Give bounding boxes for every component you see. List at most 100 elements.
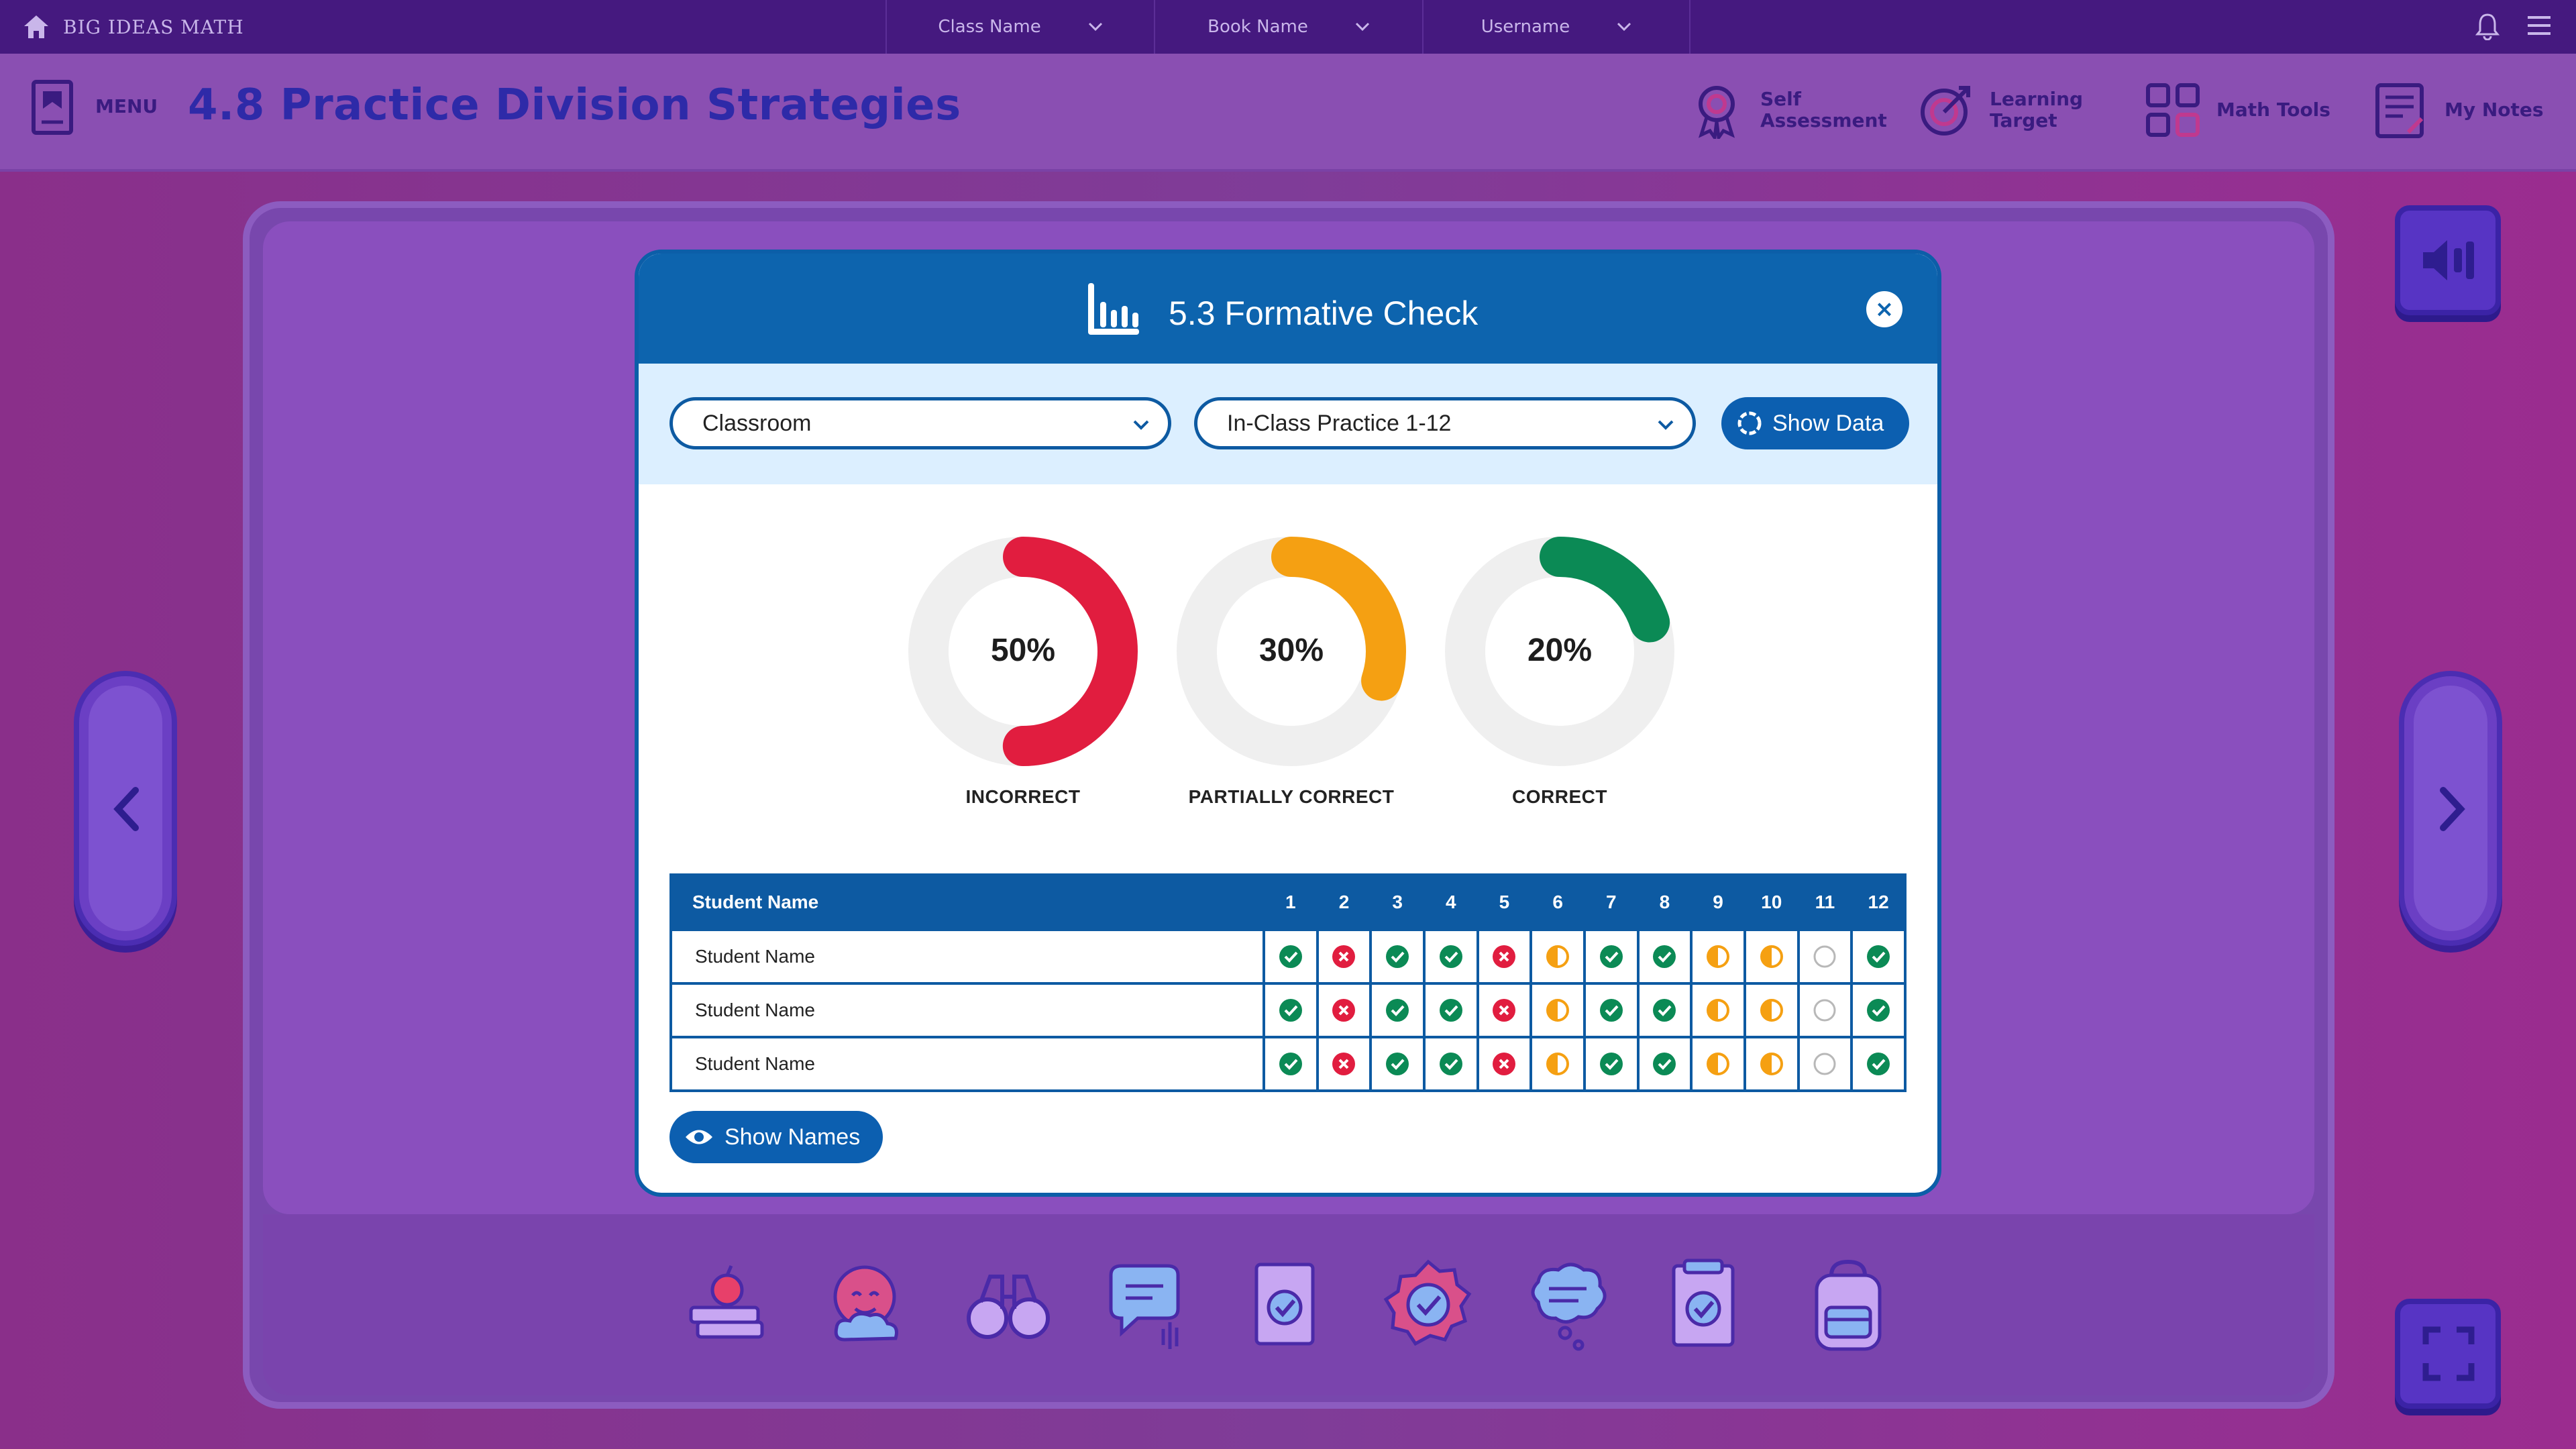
clipboard-check-icon[interactable] xyxy=(1658,1255,1758,1356)
top-bar: BIG IDEAS MATH Class Name Book Name User… xyxy=(0,0,2576,54)
audio-button[interactable] xyxy=(2395,205,2501,315)
result-cell[interactable] xyxy=(1690,928,1746,985)
column-header-question: 1 xyxy=(1263,873,1319,931)
chat-click-icon[interactable] xyxy=(1097,1255,1198,1356)
smiling-face-cloud-icon[interactable] xyxy=(818,1255,918,1356)
thought-bubble-icon[interactable] xyxy=(1518,1255,1619,1356)
result-cell[interactable] xyxy=(1369,928,1426,985)
result-cell[interactable] xyxy=(1529,928,1586,985)
result-cell[interactable] xyxy=(1422,928,1479,985)
book-select[interactable]: Book Name xyxy=(1154,0,1422,54)
result-cell[interactable] xyxy=(1263,982,1319,1038)
close-button[interactable]: × xyxy=(1866,291,1902,327)
result-cell[interactable] xyxy=(1743,1036,1800,1092)
result-cell[interactable] xyxy=(1636,928,1693,985)
show-data-button[interactable]: Show Data xyxy=(1721,397,1909,449)
my-notes-button[interactable]: My Notes xyxy=(2372,76,2544,144)
hamburger-menu-icon[interactable] xyxy=(2525,12,2553,39)
learning-target-button[interactable]: Learning Target xyxy=(1917,76,2084,144)
correct-check-icon xyxy=(1867,999,1890,1022)
self-assessment-button[interactable]: Self Assessment xyxy=(1688,76,1894,144)
chevron-down-icon xyxy=(1355,22,1369,32)
filter-bar: Classroom In-Class Practice 1-12 Show Da… xyxy=(639,364,1937,484)
fullscreen-button[interactable] xyxy=(2395,1299,2501,1409)
result-cell[interactable] xyxy=(1316,982,1373,1038)
assignment-dropdown[interactable]: In-Class Practice 1-12 xyxy=(1194,397,1696,449)
target-icon xyxy=(1921,86,1970,136)
class-select[interactable]: Class Name xyxy=(885,0,1154,54)
math-tools-button[interactable]: Math Tools xyxy=(2144,76,2330,144)
brand[interactable]: BIG IDEAS MATH xyxy=(23,13,244,40)
table-header-row: Student Name 1 2 3 4 5 6 7 8 9 10 11 12 xyxy=(669,873,1907,931)
column-header-question: 2 xyxy=(1316,873,1373,931)
tray-icons xyxy=(678,1252,1898,1359)
result-cell[interactable] xyxy=(1529,982,1586,1038)
book-select-value: Book Name xyxy=(1208,17,1308,37)
result-cell[interactable] xyxy=(1316,1036,1373,1092)
result-cell[interactable] xyxy=(1476,1036,1533,1092)
result-cell[interactable] xyxy=(1850,982,1907,1038)
binoculars-icon[interactable] xyxy=(958,1255,1059,1356)
partially-correct-icon xyxy=(1760,1053,1783,1075)
correct-check-icon xyxy=(1867,945,1890,968)
classroom-dropdown[interactable]: Classroom xyxy=(669,397,1171,449)
result-cell[interactable] xyxy=(1850,928,1907,985)
donut-arc xyxy=(1177,537,1406,766)
donut-label: PARTIALLY CORRECT xyxy=(1188,786,1395,807)
result-cell[interactable] xyxy=(1636,982,1693,1038)
donut-value: 50% xyxy=(990,633,1056,668)
donut-incorrect: 50% INCORRECT xyxy=(907,535,1139,808)
result-cell[interactable] xyxy=(1263,928,1319,985)
incorrect-x-icon xyxy=(1332,1053,1356,1075)
correct-check-icon xyxy=(1867,1053,1890,1075)
result-cell[interactable] xyxy=(1690,1036,1746,1092)
column-header-question: 5 xyxy=(1476,873,1533,931)
result-cell[interactable] xyxy=(1796,928,1854,985)
column-header-student: Student Name xyxy=(669,873,1265,931)
result-cell[interactable] xyxy=(1743,928,1800,985)
result-cell[interactable] xyxy=(1476,928,1533,985)
student-name-cell: Student Name xyxy=(669,1036,1265,1092)
result-cell[interactable] xyxy=(1582,928,1640,985)
checklist-document-icon[interactable] xyxy=(1238,1255,1338,1356)
badge-check-icon[interactable] xyxy=(1378,1255,1479,1356)
next-button[interactable] xyxy=(2399,671,2502,946)
result-cell[interactable] xyxy=(1476,982,1533,1038)
bell-icon[interactable] xyxy=(2474,12,2501,40)
column-header-question: 8 xyxy=(1636,873,1693,931)
result-cell[interactable] xyxy=(1422,982,1479,1038)
result-cell[interactable] xyxy=(1850,1036,1907,1092)
result-cell[interactable] xyxy=(1690,982,1746,1038)
result-cell[interactable] xyxy=(1796,1036,1854,1092)
donut-label: INCORRECT xyxy=(965,786,1081,807)
result-cell[interactable] xyxy=(1263,1036,1319,1092)
result-cell[interactable] xyxy=(1582,982,1640,1038)
tool-label: My Notes xyxy=(2445,99,2544,121)
result-cell[interactable] xyxy=(1636,1036,1693,1092)
table-body: Student Name Student Name Student Name xyxy=(669,928,1907,1092)
correct-check-icon xyxy=(1386,1053,1409,1075)
backpack-icon[interactable] xyxy=(1798,1255,1898,1356)
top-selectors: Class Name Book Name Username xyxy=(885,0,1690,54)
donut-label: CORRECT xyxy=(1512,786,1607,807)
result-cell[interactable] xyxy=(1369,982,1426,1038)
tool-label: Math Tools xyxy=(2216,99,2330,121)
result-cell[interactable] xyxy=(1422,1036,1479,1092)
result-cell[interactable] xyxy=(1369,1036,1426,1092)
result-cell[interactable] xyxy=(1529,1036,1586,1092)
books-apple-icon[interactable] xyxy=(678,1255,778,1356)
show-names-button[interactable]: Show Names xyxy=(669,1111,883,1163)
result-cell[interactable] xyxy=(1743,982,1800,1038)
table-row: Student Name xyxy=(669,1036,1907,1092)
home-icon xyxy=(24,15,48,38)
book-menu-icon[interactable] xyxy=(31,79,74,136)
menu-label[interactable]: MENU xyxy=(95,95,158,117)
result-cell[interactable] xyxy=(1316,928,1373,985)
result-cell[interactable] xyxy=(1582,1036,1640,1092)
show-names-label: Show Names xyxy=(724,1124,861,1150)
previous-button[interactable] xyxy=(74,671,177,946)
result-cell[interactable] xyxy=(1796,982,1854,1038)
donut-chart xyxy=(908,537,1138,766)
user-select[interactable]: Username xyxy=(1422,0,1690,54)
correct-check-icon xyxy=(1439,1053,1462,1075)
